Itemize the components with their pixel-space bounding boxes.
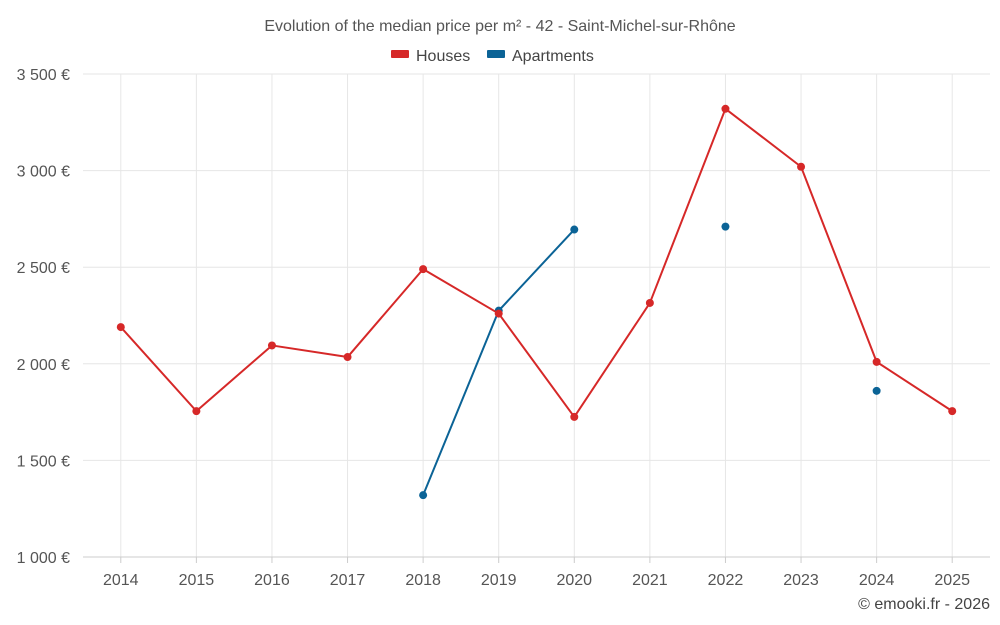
x-tick-label: 2017 [330,572,366,589]
data-point-houses[interactable] [494,309,503,318]
x-tick-label: 2015 [179,572,215,589]
data-point-houses[interactable] [872,357,881,366]
y-tick-label: 2 000 € [17,357,70,374]
x-tick-label: 2021 [632,572,668,589]
x-tick-label: 2020 [556,572,592,589]
x-tick-label: 2025 [934,572,970,589]
y-axis: 1 000 € 1 500 € 2 000 € 2 500 € 3 000 € 3 500… [17,67,70,567]
data-point-houses[interactable] [116,323,125,332]
y-tick-label: 3 500 € [17,67,70,84]
data-point-houses[interactable] [948,407,957,416]
x-tick-label: 2018 [405,572,441,589]
credit-text: © emooki.fr - 2026 [858,596,990,613]
y-tick-label: 1 500 € [17,453,70,470]
data-point-houses[interactable] [570,412,579,421]
x-tick-label: 2016 [254,572,290,589]
x-tick-label: 2024 [859,572,895,589]
x-axis: 2014 2015 2016 2017 2018 2019 2020 2021 2022 2023… [83,556,990,589]
series-houses [116,104,957,421]
data-point-houses[interactable] [797,162,806,171]
y-tick-label: 3 000 € [17,164,70,181]
data-point-apartments[interactable] [570,225,579,234]
data-point-houses[interactable] [721,104,730,113]
data-point-houses[interactable] [192,407,201,416]
series-line-houses [120,107,953,418]
data-point-apartments[interactable] [872,386,881,395]
data-point-apartments[interactable] [419,491,428,500]
y-tick-label: 1 000 € [17,550,70,567]
x-tick-label: 2019 [481,572,517,589]
x-tick-label: 2023 [783,572,819,589]
legend: Houses Apartments [391,48,594,65]
x-tick-label: 2014 [103,572,139,589]
data-point-apartments[interactable] [721,222,730,231]
series-layer [116,104,957,500]
y-tick-label: 2 500 € [17,260,70,277]
legend-label-houses[interactable]: Houses [416,48,470,65]
data-point-houses[interactable] [645,298,654,307]
grid [83,73,990,557]
legend-label-apartments[interactable]: Apartments [512,48,594,65]
legend-swatch-apartments [487,50,505,58]
x-tick-label: 2022 [708,572,744,589]
data-point-houses[interactable] [419,265,428,274]
data-point-houses[interactable] [343,353,352,362]
chart-title: Evolution of the median price per m² - 4… [264,18,735,35]
legend-swatch-houses [391,50,409,58]
data-point-houses[interactable] [267,341,276,350]
